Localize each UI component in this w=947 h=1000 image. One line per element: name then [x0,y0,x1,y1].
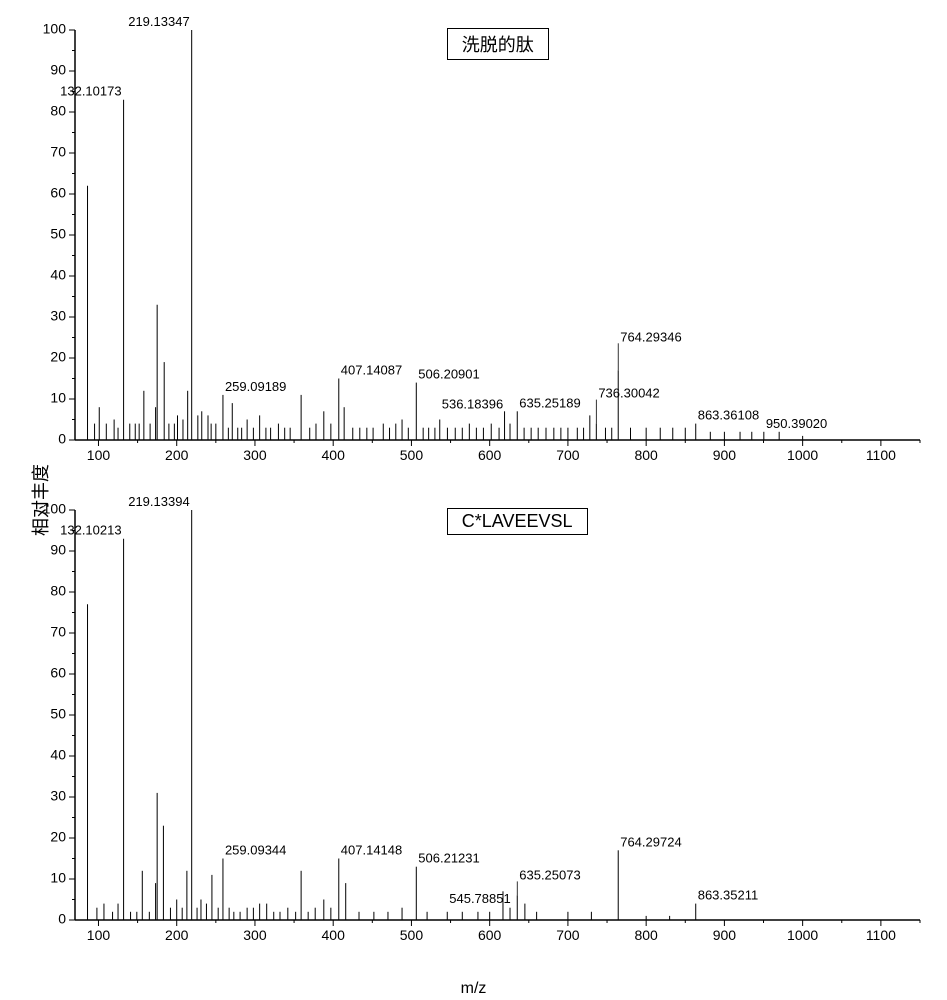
svg-text:863.36108: 863.36108 [698,408,759,423]
svg-text:950.39020: 950.39020 [766,416,827,431]
svg-text:300: 300 [243,447,267,463]
svg-text:407.14087: 407.14087 [341,363,402,378]
bottom-spectrum-svg: 0 10 20 30 40 50 60 70 80 90 100 100 200 300 400 500 600… [0,490,947,980]
svg-text:600: 600 [478,927,502,943]
svg-text:20: 20 [50,829,66,845]
svg-text:764.29724: 764.29724 [620,834,681,849]
svg-text:500: 500 [400,447,424,463]
svg-text:70: 70 [50,144,66,160]
svg-text:100: 100 [43,21,67,37]
svg-text:132.10213: 132.10213 [60,523,121,538]
svg-text:60: 60 [50,185,66,201]
svg-text:400: 400 [322,447,346,463]
svg-text:219.13347: 219.13347 [128,14,189,29]
bottom-legend: C*LAVEEVSL [447,508,588,535]
svg-text:70: 70 [50,624,66,640]
svg-text:20: 20 [50,349,66,365]
svg-text:200: 200 [165,447,189,463]
svg-text:200: 200 [165,927,189,943]
svg-text:635.25189: 635.25189 [519,395,580,410]
svg-text:80: 80 [50,583,66,599]
svg-text:900: 900 [713,447,737,463]
svg-text:800: 800 [634,927,658,943]
svg-text:1000: 1000 [787,927,818,943]
svg-text:900: 900 [713,927,737,943]
svg-text:506.21231: 506.21231 [418,851,479,866]
svg-text:0: 0 [58,911,66,927]
svg-text:90: 90 [50,62,66,78]
svg-text:10: 10 [50,870,66,886]
x-axis-label: m/z [461,980,487,998]
svg-text:1000: 1000 [787,447,818,463]
svg-text:600: 600 [478,447,502,463]
svg-text:100: 100 [43,501,67,517]
svg-text:1100: 1100 [866,447,896,463]
svg-text:700: 700 [556,447,580,463]
svg-text:100: 100 [87,447,111,463]
svg-text:764.29346: 764.29346 [620,329,681,344]
svg-text:100: 100 [87,927,111,943]
svg-text:50: 50 [50,226,66,242]
svg-text:219.13394: 219.13394 [128,494,189,509]
figure-root: 相对丰度 m/z 0102030405060708090100100200300… [0,0,947,1000]
svg-text:635.25073: 635.25073 [519,867,580,882]
svg-text:90: 90 [50,542,66,558]
svg-text:536.18396: 536.18396 [442,397,503,412]
svg-text:500: 500 [400,927,424,943]
svg-text:132.10173: 132.10173 [60,84,121,99]
top-legend: 洗脱的肽 [447,28,549,60]
svg-text:736.30042: 736.30042 [598,386,659,401]
svg-text:400: 400 [322,927,346,943]
svg-text:407.14148: 407.14148 [341,843,402,858]
svg-text:60: 60 [50,665,66,681]
svg-text:40: 40 [50,747,66,763]
svg-text:259.09189: 259.09189 [225,379,286,394]
svg-text:30: 30 [50,308,66,324]
svg-text:50: 50 [50,706,66,722]
svg-text:700: 700 [556,927,580,943]
svg-text:0: 0 [58,431,66,447]
svg-text:30: 30 [50,788,66,804]
svg-text:80: 80 [50,103,66,119]
svg-text:863.35211: 863.35211 [698,888,759,903]
top-spectrum-svg: 0 10 20 30 40 50 60 70 80 90 100 100 200 300 400 500 600… [0,10,947,500]
svg-text:40: 40 [50,267,66,283]
svg-text:10: 10 [50,390,66,406]
svg-text:800: 800 [634,447,658,463]
svg-text:300: 300 [243,927,267,943]
svg-text:545.78851: 545.78851 [449,891,510,906]
svg-text:506.20901: 506.20901 [418,367,479,382]
svg-text:259.09344: 259.09344 [225,843,286,858]
svg-text:1100: 1100 [866,927,896,943]
